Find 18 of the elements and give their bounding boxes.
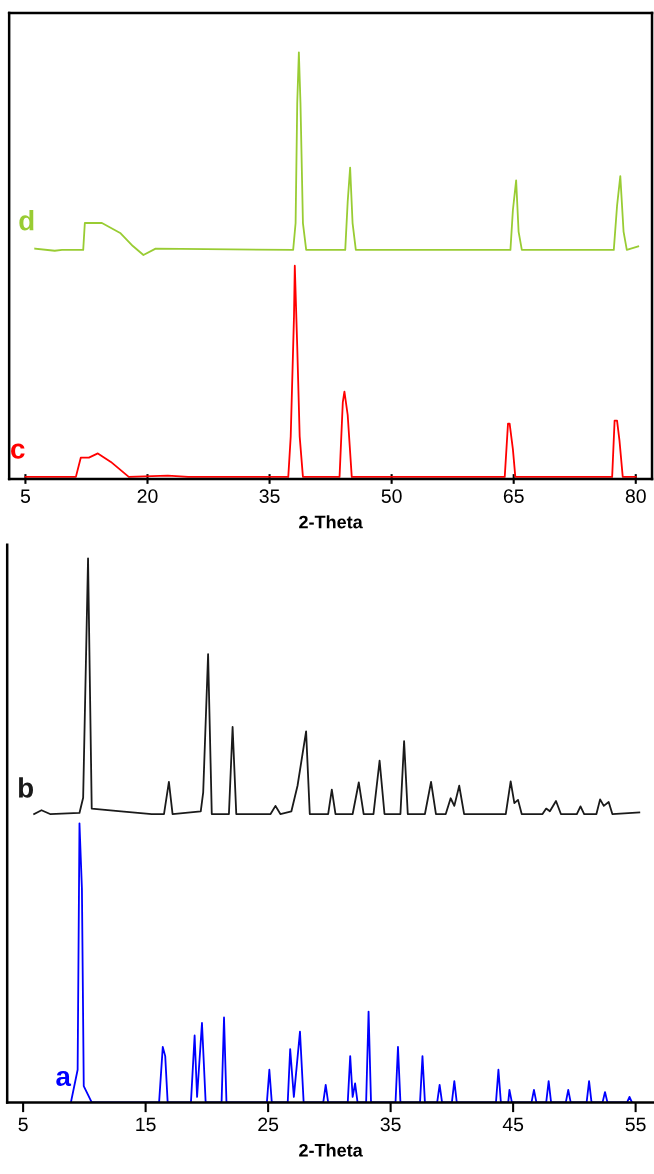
x-tick-label: 15 [136,1117,156,1132]
series-label: d [19,210,34,231]
x-tick-label: 50 [381,489,402,503]
x-tick-label: 45 [502,1117,524,1132]
x-axis-title: 2-Theta [299,515,363,529]
series-label: a [56,1070,72,1087]
x-tick-label: 65 [503,489,524,503]
series-label: c [11,443,25,459]
x-tick-label: 5 [18,1117,28,1132]
x-tick-label: 55 [625,1117,646,1132]
x-tick-label: 35 [380,1117,401,1132]
x-axis-title: 2-Theta [299,1143,363,1157]
x-tick-label: 25 [258,1117,279,1132]
x-tick-label: 35 [259,489,280,503]
x-tick-label: 20 [137,489,158,503]
x-tick-label: 5 [20,489,31,503]
x-tick-label: 80 [625,489,646,503]
series-label: b [19,777,34,798]
